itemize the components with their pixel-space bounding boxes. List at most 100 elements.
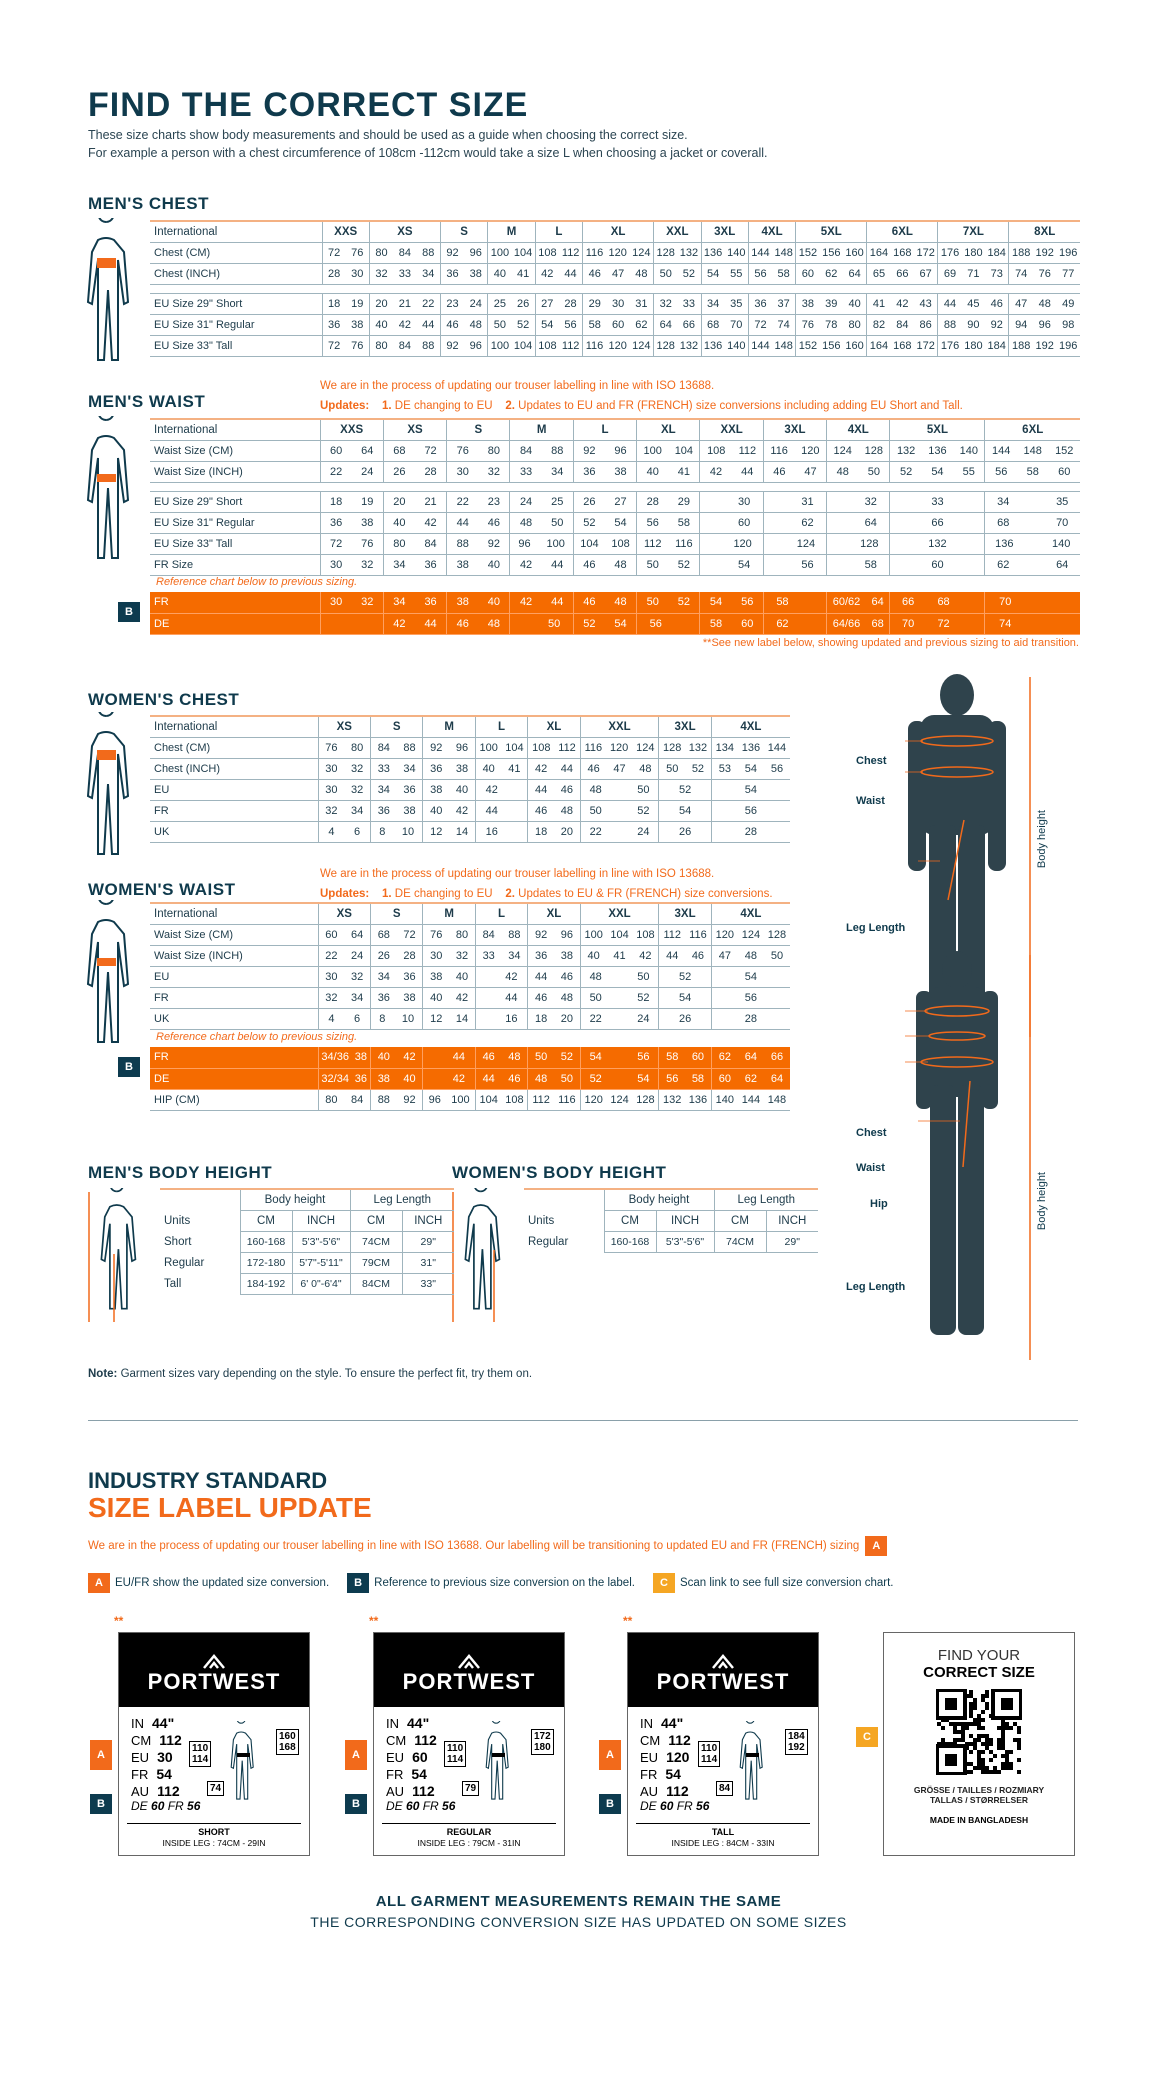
cell-value: 60 xyxy=(931,558,944,571)
size-group-cell: 38 39 40 xyxy=(795,293,867,315)
cell-value: 124 xyxy=(636,741,655,754)
note-line: We are in the process of updating our tr… xyxy=(320,380,715,392)
cell-value: 44 xyxy=(551,596,564,609)
size-table: International XXS XS S M L XL XXL 3XL 4XL 5XL 6XL Wa… xyxy=(150,418,1080,576)
cell-value: 32 xyxy=(350,762,364,775)
cell-value: 180 xyxy=(964,339,983,352)
cell-value: 56 xyxy=(801,558,814,571)
mens-chest-heading: MEN'S CHEST xyxy=(88,194,209,213)
inside-leg: INSIDE LEG : 79CM - 31IN xyxy=(417,1838,521,1848)
cell-values: 36 38 xyxy=(441,268,487,280)
fit-name: TALL xyxy=(711,1827,735,1837)
size-group-cell: 34 35 xyxy=(700,293,749,315)
size-group-cell: 132 136 140 xyxy=(889,440,985,462)
cell-value: 50 xyxy=(659,267,672,280)
cell-values: 44 xyxy=(476,805,527,817)
asterisk-marker: ** xyxy=(369,1614,379,1628)
size-group-cell: 80 84 88 xyxy=(368,335,441,357)
cell-value: 48 xyxy=(1038,297,1051,310)
cell-values: 42 44 xyxy=(536,268,582,280)
womens-waist-heading: WOMEN'S WAIST xyxy=(88,880,236,899)
size-group-cell: 54 55 xyxy=(700,263,749,285)
cell-value: 22 xyxy=(456,495,469,508)
size-header-6xl: 6XL xyxy=(984,419,1080,441)
size-group-cell: 46 47 48 xyxy=(579,758,659,780)
size-group-cell: 144 148 xyxy=(747,242,796,264)
cell-value: 100 xyxy=(479,741,498,754)
size-group-cell: 22 23 xyxy=(446,491,510,513)
cell-values: 56 58 xyxy=(659,1073,710,1085)
cell-value: 54 xyxy=(709,596,723,609)
cell-value: 64 xyxy=(770,1072,784,1085)
cell-values: 116 120 124 xyxy=(583,340,653,352)
cell-value: 56 xyxy=(754,267,767,280)
cell-value: 22 xyxy=(329,465,343,478)
qr-code-icon[interactable] xyxy=(936,1689,1022,1775)
value-cell: 5'7"-5'11" xyxy=(291,1252,350,1274)
size-group-cell: 84 88 xyxy=(474,924,528,946)
size-group-cell: 52 xyxy=(658,966,712,988)
update-text: Updates to EU & FR (FRENCH) size convers… xyxy=(518,888,773,900)
table-row: Waist Size (CM) 60 64 68 72 76 80 84 88 92 96 100 10… xyxy=(150,924,790,946)
cell-value: 66 xyxy=(682,318,696,331)
cell-values: 32 34 xyxy=(319,992,370,1004)
size-group-cell: 136 140 xyxy=(700,335,749,357)
cell-value: 48 xyxy=(589,783,602,796)
cell-values: 47 48 49 xyxy=(1009,298,1080,310)
size-group-cell: 22 24 xyxy=(319,461,384,483)
cell-value: 42 xyxy=(393,617,406,630)
cell-value: 18 xyxy=(327,297,341,310)
cell-value: 32 xyxy=(350,783,364,796)
cell-value: 132 xyxy=(928,537,947,550)
cell-values: 40 42 xyxy=(423,805,474,817)
brand-name: PORTWEST xyxy=(656,1669,790,1694)
cell-value: 40 xyxy=(493,267,507,280)
cell-value: 88 xyxy=(422,246,435,259)
leg-box: 74 xyxy=(207,1781,225,1796)
cell-value: 64 xyxy=(864,516,877,529)
cell-value: 108 xyxy=(538,339,557,352)
size-group-cell: 34 36 xyxy=(369,966,423,988)
cell-value: 84 xyxy=(398,339,412,352)
size-group-cell: 60 64 xyxy=(317,924,371,946)
cell-value: 120 xyxy=(609,741,629,754)
cell-values: 76 80 xyxy=(447,445,509,457)
cell-values: 12 14 xyxy=(423,826,474,838)
cell-value: 76 xyxy=(430,928,443,941)
fit-name: SHORT xyxy=(198,1827,230,1837)
cell-value: 28 xyxy=(646,495,659,508)
cell-value: 47 xyxy=(1015,297,1028,310)
cell-value: 184 xyxy=(987,246,1006,259)
size-group-cell: 50 52 xyxy=(487,314,536,336)
cell-value: 48 xyxy=(535,1072,548,1085)
cell-value: 41 xyxy=(516,267,530,280)
cell-values: 92 96 xyxy=(574,445,636,457)
size-group-cell: 128 132 xyxy=(653,335,701,357)
cell-value: 48 xyxy=(469,318,482,331)
cell-values: 108 112 xyxy=(536,247,582,259)
cell-value: 76 xyxy=(456,444,469,457)
cell-value: 50 xyxy=(551,516,564,529)
cell-values: 80 84 88 xyxy=(370,247,440,259)
cell-value: 24 xyxy=(469,297,482,310)
leg-length-header: Leg Length xyxy=(713,1189,818,1211)
size-header-l: L xyxy=(534,221,583,243)
cell-value: 36 xyxy=(583,465,596,478)
cell-value: 92 xyxy=(583,444,596,457)
size-header-s: S xyxy=(446,419,510,441)
table-row: UK 4 6 8 10 12 14 16 18 20 22 24 26 28 xyxy=(150,1008,790,1030)
size-group-cell: 8 10 xyxy=(369,821,423,843)
size-group-cell: 50 52 xyxy=(527,1047,581,1069)
cell-values: 46 48 xyxy=(441,319,487,331)
cell-value: 48 xyxy=(836,465,849,478)
cell-value: 8 xyxy=(379,825,386,838)
cell-value: 136 xyxy=(703,246,723,259)
size-group-cell: 144 148 xyxy=(747,335,796,357)
cell-values: 58 60 62 xyxy=(583,319,653,331)
cell-value: 52 xyxy=(677,558,690,571)
spacer-row xyxy=(150,482,1080,492)
cell-value: 28 xyxy=(424,465,437,478)
cell-value: 44 xyxy=(535,783,548,796)
cell-value: 34 xyxy=(403,762,416,775)
size-group-cell: 188 192 196 xyxy=(1008,242,1080,264)
